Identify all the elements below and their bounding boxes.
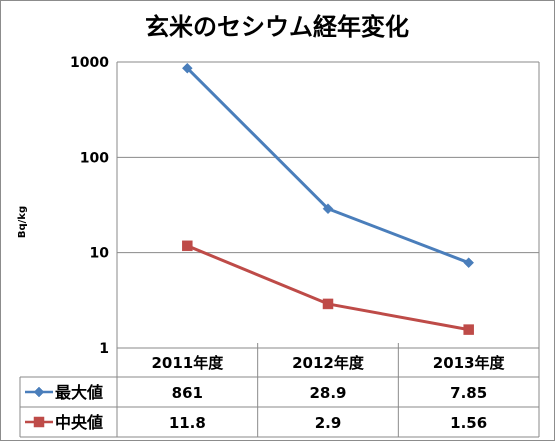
data-table-value: 861 — [172, 384, 203, 402]
chart-title: 玄米のセシウム経年変化 — [145, 13, 409, 41]
y-tick-label: 100 — [80, 150, 109, 166]
y-tick-label: 1 — [99, 341, 109, 357]
data-point — [322, 203, 334, 215]
data-table-value: 7.85 — [450, 384, 487, 402]
y-tick-label: 1000 — [70, 55, 109, 71]
y-tick-label: 10 — [90, 246, 110, 262]
data-point — [322, 298, 334, 310]
series-line — [186, 244, 469, 332]
y-tick-labels: 1 10 100 1000 — [70, 55, 109, 357]
x-category-label: 2013年度 — [433, 354, 506, 372]
data-table-value: 11.8 — [169, 414, 206, 432]
data-point — [463, 324, 474, 335]
series-layer — [181, 62, 475, 335]
series-line — [186, 67, 470, 265]
data-table-value: 28.9 — [309, 384, 346, 402]
legend-marker — [33, 416, 45, 428]
legend-series-name: 最大値 — [55, 383, 103, 402]
legend-series-name: 中央値 — [55, 413, 103, 432]
data-point — [182, 240, 193, 252]
data-table-value: 1.56 — [450, 414, 487, 432]
x-category-label: 2011年度 — [151, 354, 224, 372]
legend-marker — [33, 386, 45, 398]
data-point — [463, 257, 475, 269]
data-table-value: 2.9 — [315, 414, 342, 432]
x-category-label: 2012年度 — [292, 354, 365, 372]
y-axis-label: Bq/kg — [17, 206, 28, 238]
data-point — [181, 62, 193, 74]
